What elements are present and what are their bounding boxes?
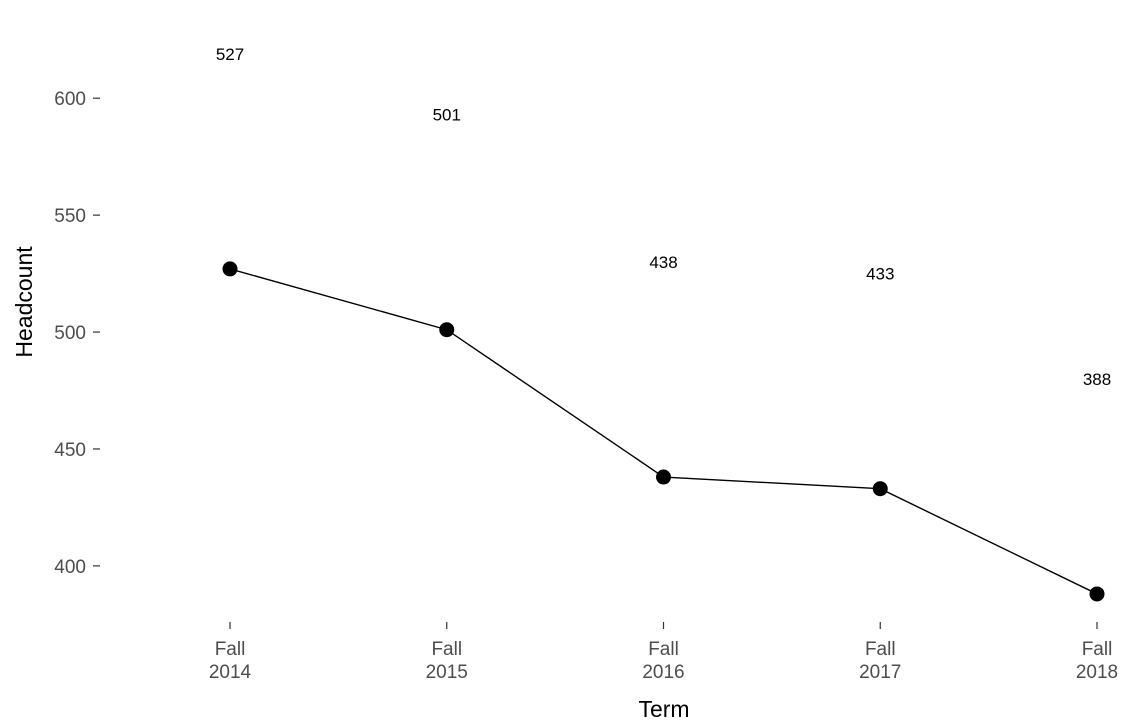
series-line <box>229 268 1098 595</box>
data-labels: 527 501 438 433 388 <box>216 45 1111 389</box>
y-tick-label: 600 <box>54 89 86 110</box>
x-axis-title: Term <box>638 696 689 722</box>
x-axis: Fall 2014 Fall 2015 Fall 2016 Fall 2017 Fall 2018 <box>209 622 1118 683</box>
x-tick-label: Fall 2015 <box>426 639 468 683</box>
data-point <box>439 322 455 338</box>
y-tick-label: 450 <box>54 440 86 461</box>
data-point <box>656 469 671 485</box>
data-point <box>1089 586 1105 602</box>
y-tick-label: 500 <box>54 323 86 344</box>
y-axis-title: Headcount <box>11 246 37 358</box>
data-point <box>222 261 238 277</box>
x-tick-label: Fall 2018 <box>1076 639 1118 683</box>
y-tick-label: 550 <box>54 206 86 227</box>
data-label: 433 <box>866 265 894 284</box>
x-tick-label: Fall 2016 <box>642 639 684 683</box>
y-tick-label: 400 <box>54 557 86 578</box>
data-label: 527 <box>216 45 244 64</box>
y-axis: 400 450 500 550 600 <box>54 89 100 578</box>
data-label: 438 <box>649 253 677 272</box>
x-tick-label: Fall 2014 <box>209 639 252 683</box>
data-label: 501 <box>433 106 461 125</box>
data-point <box>872 481 888 497</box>
x-tick-label: Fall 2017 <box>859 639 901 683</box>
data-label: 388 <box>1083 370 1111 389</box>
series-headcount <box>222 261 1105 602</box>
